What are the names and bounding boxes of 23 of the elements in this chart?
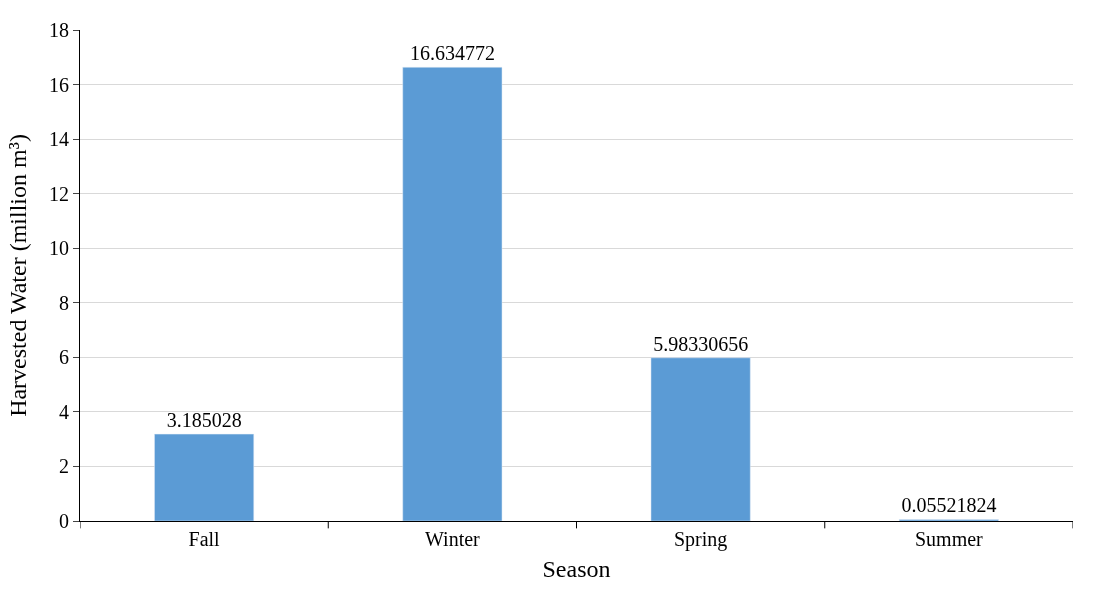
y-tick-label: 0 bbox=[59, 510, 69, 532]
y-tick-label: 12 bbox=[49, 182, 69, 205]
x-tick-label: Spring bbox=[673, 528, 728, 551]
bar bbox=[402, 66, 503, 521]
data-label: 0.05521824 bbox=[901, 494, 997, 517]
y-tick-label: 2 bbox=[59, 455, 69, 478]
y-axis-title: Harvested Water (million m³) bbox=[5, 134, 32, 417]
y-tick-label: 10 bbox=[49, 237, 69, 260]
x-axis-title: Season bbox=[542, 556, 611, 583]
data-label: 16.634772 bbox=[409, 42, 495, 65]
y-tick-label: 4 bbox=[59, 400, 69, 423]
bar bbox=[154, 433, 255, 521]
x-tick-label: Summer bbox=[914, 528, 984, 550]
data-label: 5.98330656 bbox=[653, 332, 749, 355]
x-tick-label: Winter bbox=[425, 528, 481, 550]
data-label: 3.185028 bbox=[166, 409, 242, 432]
y-tick-label: 18 bbox=[49, 19, 69, 41]
x-tick-label: Fall bbox=[188, 528, 221, 550]
y-tick-label: 8 bbox=[59, 291, 69, 314]
bar bbox=[650, 357, 751, 521]
y-tick-label: 14 bbox=[49, 128, 69, 151]
y-tick-label: 16 bbox=[49, 73, 69, 96]
y-tick-label: 6 bbox=[59, 346, 69, 369]
